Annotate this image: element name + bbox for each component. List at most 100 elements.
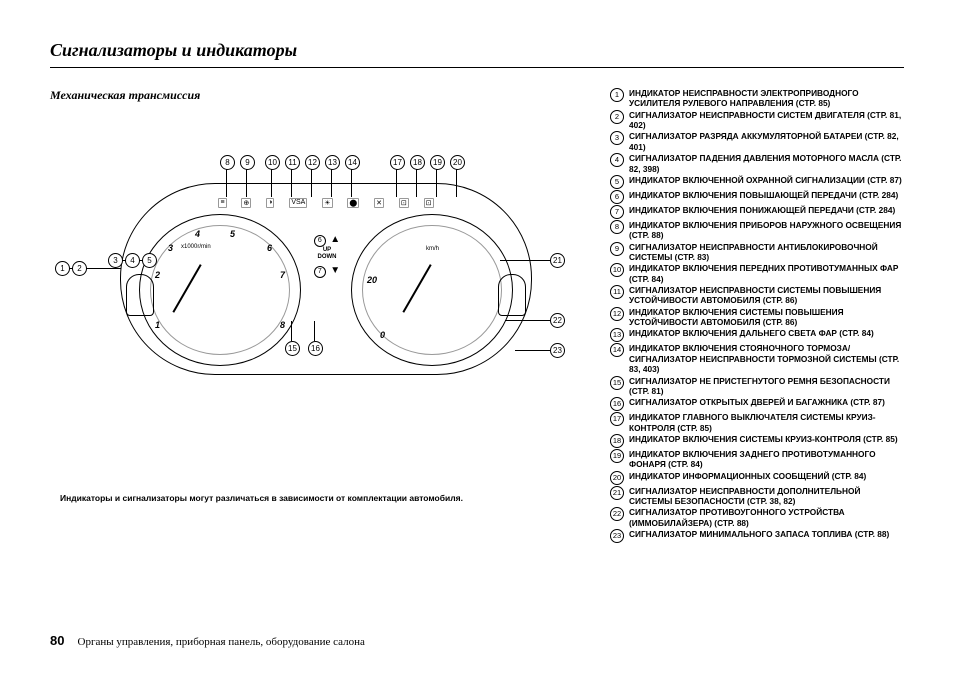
icon-ind: ≡	[218, 198, 226, 208]
lead	[291, 321, 292, 341]
page-number: 80	[50, 633, 64, 648]
legend-number: 13	[610, 328, 624, 342]
down-label: DOWN	[299, 254, 355, 261]
callout-2: 2	[72, 261, 87, 276]
legend-text: ИНДИКАТОР ВКЛЮЧЕНИЯ ДАЛЬНЕГО СВЕТА ФАР (…	[629, 328, 904, 342]
legend-number: 8	[610, 220, 624, 234]
icon-ind: ⬤	[347, 198, 359, 208]
legend-row: 2 СИГНАЛИЗАТОР НЕИСПРАВНОСТИ СИСТЕМ ДВИГА…	[610, 110, 904, 131]
callout-15: 15	[285, 341, 300, 356]
page-footer: 80 Органы управления, приборная панель, …	[50, 633, 365, 648]
legend-number: 17	[610, 412, 624, 426]
icon-ind: ⊡	[424, 198, 434, 208]
legend-number: 22	[610, 507, 624, 521]
legend-text: ИНДИКАТОР ВКЛЮЧЕНИЯ ПРИБОРОВ НАРУЖНОГО О…	[629, 220, 904, 241]
legend-text: СИГНАЛИЗАТОР РАЗРЯДА АККУМУЛЯТОРНОЙ БАТА…	[629, 131, 904, 152]
icon-ind: ✕	[374, 198, 384, 208]
legend-number: 4	[610, 153, 624, 167]
callout-22: 22	[550, 313, 565, 328]
lead	[396, 169, 397, 197]
legend-text: СИГНАЛИЗАТОР ПАДЕНИЯ ДАВЛЕНИЯ МОТОРНОГО …	[629, 153, 904, 174]
legend-number: 7	[610, 205, 624, 219]
unit-label-right: km/h	[426, 246, 439, 252]
icon-ind: ☀	[322, 198, 332, 208]
legend-row: 10 ИНДИКАТОР ВКЛЮЧЕНИЯ ПЕРЕДНИХ ПРОТИВОТУ…	[610, 263, 904, 284]
legend-row: 5ИНДИКАТОР ВКЛЮЧЕННОЙ ОХРАННОЙ СИГНАЛИЗА…	[610, 175, 904, 189]
icon-ind: VSA	[289, 198, 307, 208]
callout-4: 4	[125, 253, 140, 268]
legend-number: 21	[610, 486, 624, 500]
section-subtitle: Механическая трансмиссия	[50, 88, 600, 103]
content-area: Механическая трансмиссия 8 9 10 11 12 13…	[50, 88, 904, 544]
callout-20: 20	[450, 155, 465, 170]
legend-row: 3 СИГНАЛИЗАТОР РАЗРЯДА АККУМУЛЯТОРНОЙ БАТ…	[610, 131, 904, 152]
speedometer: 0 20	[351, 214, 513, 366]
legend-text: ИНДИКАТОР ВКЛЮЧЕНИЯ СИСТЕМЫ КРУИЗ-КОНТРО…	[629, 434, 904, 448]
callout-16: 16	[308, 341, 323, 356]
legend-number: 23	[610, 529, 624, 543]
legend-text: СИГНАЛИЗАТОР НЕ ПРИСТЕГНУТОГО РЕМНЯ БЕЗО…	[629, 376, 904, 397]
lead	[226, 169, 227, 197]
lead	[331, 169, 332, 197]
lead	[351, 169, 352, 197]
legend-row: 4 СИГНАЛИЗАТОР ПАДЕНИЯ ДАВЛЕНИЯ МОТОРНОГО…	[610, 153, 904, 174]
legend-number: 6	[610, 190, 624, 204]
legend-row: 18 ИНДИКАТОР ВКЛЮЧЕНИЯ СИСТЕМЫ КРУИЗ-КОНТ…	[610, 434, 904, 448]
legend-row: 22 СИГНАЛИЗАТОР ПРОТИВОУГОННОГО УСТРОЙСТВ…	[610, 507, 904, 528]
callout-7-inline: 7	[314, 266, 326, 278]
callout-10: 10	[265, 155, 280, 170]
dashboard-diagram: 8 9 10 11 12 13 14 17 18 19 20	[60, 173, 590, 393]
left-column: Механическая трансмиссия 8 9 10 11 12 13…	[50, 88, 600, 544]
legend-row: 9 СИГНАЛИЗАТОР НЕИСПРАВНОСТИ АНТИБЛОКИРОВ…	[610, 242, 904, 263]
lead	[505, 320, 550, 321]
icon-ind: ◑	[266, 198, 274, 208]
legend-number: 16	[610, 397, 624, 411]
callout-21: 21	[550, 253, 565, 268]
legend-row: 1ИНДИКАТОР НЕИСПРАВНОСТИ ЭЛЕКТРОПРИВОДНО…	[610, 88, 904, 109]
fuel-gauge	[498, 274, 526, 316]
legend-row: 17 ИНДИКАТОР ГЛАВНОГО ВЫКЛЮЧАТЕЛЯ СИСТЕМЫ…	[610, 412, 904, 433]
legend-text: ИНДИКАТОР НЕИСПРАВНОСТИ ЭЛЕКТРОПРИВОДНОГ…	[629, 88, 904, 109]
title-divider	[50, 67, 904, 68]
legend-row: 15 СИГНАЛИЗАТОР НЕ ПРИСТЕГНУТОГО РЕМНЯ БЕ…	[610, 376, 904, 397]
legend-number: 18	[610, 434, 624, 448]
legend-text: СИГНАЛИЗАТОР НЕИСПРАВНОСТИ СИСТЕМЫ ПОВЫШ…	[629, 285, 904, 306]
legend-number: 15	[610, 376, 624, 390]
legend-text: ИНДИКАТОР ГЛАВНОГО ВЫКЛЮЧАТЕЛЯ СИСТЕМЫ К…	[629, 412, 904, 433]
lead	[416, 169, 417, 197]
legend-text: ИНДИКАТОР ИНФОРМАЦИОННЫХ СООБЩЕНИЙ (СТР.…	[629, 471, 904, 485]
legend-number: 12	[610, 307, 624, 321]
lead	[61, 268, 121, 269]
legend-text: СИГНАЛИЗАТОР НЕИСПРАВНОСТИ СИСТЕМ ДВИГАТ…	[629, 110, 904, 131]
legend-number: 3	[610, 131, 624, 145]
legend-number: 20	[610, 471, 624, 485]
callout-14: 14	[345, 155, 360, 170]
legend-text: ИНДИКАТОР ВКЛЮЧЕНИЯ ПОВЫШАЮЩЕЙ ПЕРЕДАЧИ …	[629, 190, 904, 204]
legend-number: 2	[610, 110, 624, 124]
legend-text: ИНДИКАТОР ВКЛЮЧЕНИЯ ПОНИЖАЮЩЕЙ ПЕРЕДАЧИ …	[629, 205, 904, 219]
legend-number: 5	[610, 175, 624, 189]
callout-18: 18	[410, 155, 425, 170]
callout-12: 12	[305, 155, 320, 170]
legend-row: 6 ИНДИКАТОР ВКЛЮЧЕНИЯ ПОВЫШАЮЩЕЙ ПЕРЕДАЧИ…	[610, 190, 904, 204]
legend-text: СИГНАЛИЗАТОР ПРОТИВОУГОННОГО УСТРОЙСТВА …	[629, 507, 904, 528]
legend-row: 13 ИНДИКАТОР ВКЛЮЧЕНИЯ ДАЛЬНЕГО СВЕТА ФАР…	[610, 328, 904, 342]
lead	[271, 169, 272, 197]
legend-row: 8 ИНДИКАТОР ВКЛЮЧЕНИЯ ПРИБОРОВ НАРУЖНОГО …	[610, 220, 904, 241]
legend-row: 23СИГНАЛИЗАТОР МИНИМАЛЬНОГО ЗАПАСА ТОПЛИ…	[610, 529, 904, 543]
legend-number: 10	[610, 263, 624, 277]
legend-text: СИГНАЛИЗАТОР НЕИСПРАВНОСТИ ДОПОЛНИТЕЛЬНО…	[629, 486, 904, 507]
legend-number: 9	[610, 242, 624, 256]
temp-gauge	[126, 274, 154, 316]
legend-text: ИНДИКАТОР ВКЛЮЧЕНИЯ ПЕРЕДНИХ ПРОТИВОТУМА…	[629, 263, 904, 284]
legend-row: 19ИНДИКАТОР ВКЛЮЧЕНИЯ ЗАДНЕГО ПРОТИВОТУМ…	[610, 449, 904, 470]
footnote-text: Индикаторы и сигнализаторы могут различа…	[60, 493, 600, 503]
legend-number: 14	[610, 343, 624, 357]
legend-text: ИНДИКАТОР ВКЛЮЧЕНИЯ СТОЯНОЧНОГО ТОРМОЗА/…	[629, 343, 904, 374]
shift-indicator: 6 ▲ UP DOWN 7 ▼	[299, 229, 355, 278]
legend-row: 12ИНДИКАТОР ВКЛЮЧЕНИЯ СИСТЕМЫ ПОВЫШЕНИЯ …	[610, 307, 904, 328]
lead	[515, 350, 550, 351]
lead	[314, 321, 315, 341]
legend-text: СИГНАЛИЗАТОР НЕИСПРАВНОСТИ АНТИБЛОКИРОВО…	[629, 242, 904, 263]
callout-8: 8	[220, 155, 235, 170]
